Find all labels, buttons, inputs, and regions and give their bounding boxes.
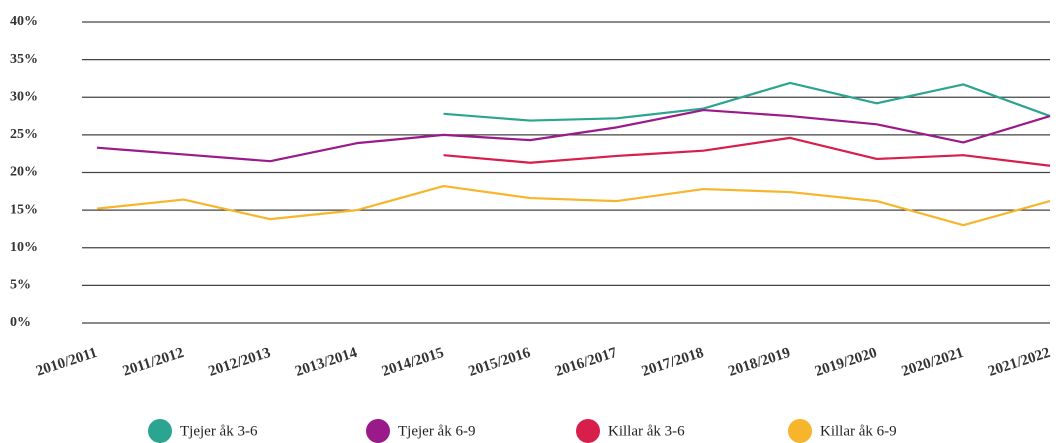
y-tick-label: 20% bbox=[10, 165, 38, 180]
x-tick-label: 2020/2021 bbox=[900, 345, 966, 380]
y-tick-label: 40% bbox=[10, 14, 38, 29]
legend-swatch bbox=[148, 419, 172, 443]
x-tick-label: 2010/2011 bbox=[34, 345, 99, 380]
x-tick-label: 2016/2017 bbox=[553, 345, 619, 380]
legend-label: Tjejer åk 3-6 bbox=[180, 423, 258, 439]
x-tick-label: 2017/2018 bbox=[640, 345, 706, 380]
x-tick-label: 2014/2015 bbox=[380, 345, 446, 380]
series-line bbox=[443, 136, 1051, 167]
x-tick-label: 2018/2019 bbox=[726, 345, 792, 380]
legend-label: Tjejer åk 6-9 bbox=[398, 423, 475, 439]
y-tick-label: 15% bbox=[10, 202, 38, 217]
legend-swatch bbox=[576, 419, 600, 443]
legend-swatch bbox=[366, 419, 390, 443]
x-tick-label: 2012/2013 bbox=[207, 345, 273, 380]
legend-label: Killar åk 3-6 bbox=[608, 423, 685, 439]
series-line bbox=[96, 108, 1051, 163]
series-line bbox=[96, 184, 1051, 227]
y-tick-label: 30% bbox=[10, 89, 38, 104]
y-tick-label: 35% bbox=[10, 52, 38, 67]
legend: Tjejer åk 3-6 Tjejer åk 6-9 Killar åk 3-6 K… bbox=[148, 419, 897, 443]
y-tick-label: 0% bbox=[10, 315, 31, 330]
series-line bbox=[443, 81, 1051, 122]
x-tick-label: 2011/2012 bbox=[121, 345, 186, 380]
y-tick-label: 5% bbox=[10, 278, 31, 293]
y-tick-label: 25% bbox=[10, 127, 38, 142]
x-tick-label: 2015/2016 bbox=[467, 345, 533, 380]
legend-swatch bbox=[788, 419, 812, 443]
legend-label: Killar åk 6-9 bbox=[820, 423, 897, 439]
y-tick-label: 10% bbox=[10, 240, 38, 255]
x-tick-label: 2021/2022 bbox=[986, 345, 1052, 380]
x-tick-label: 2019/2020 bbox=[813, 345, 879, 380]
x-tick-label: 2013/2014 bbox=[293, 345, 359, 380]
